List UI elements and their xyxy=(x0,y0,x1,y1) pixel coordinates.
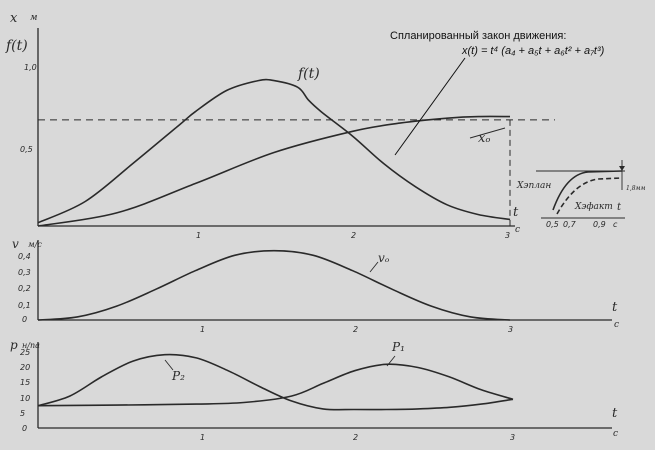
series-p1-leader xyxy=(386,355,396,367)
annotation-pointer xyxy=(394,57,466,156)
y-tick-0: 0 xyxy=(22,424,27,433)
series-v-line xyxy=(37,249,511,321)
series-f-label: f(t) xyxy=(297,66,320,82)
x-tick-3: 3 xyxy=(505,231,510,240)
series-p2-label: P₂ xyxy=(171,369,185,383)
inset-label-actual: Xэфакт xyxy=(574,202,613,212)
series-f-line xyxy=(37,78,511,224)
y-tick-1: 1,0 xyxy=(24,63,37,72)
y-tick-20: 20 xyxy=(20,363,30,372)
inset-tick-09: 0,9 xyxy=(593,220,606,229)
y-tick-03: 0,3 xyxy=(18,268,31,277)
series-v-label: vₒ xyxy=(378,251,390,265)
y-tick-5: 5 xyxy=(20,409,25,418)
y-unit: м xyxy=(30,13,37,23)
series-x-line xyxy=(37,115,511,227)
x-unit: c xyxy=(614,320,619,330)
x-label: t xyxy=(513,205,519,220)
x-tick-1: 1 xyxy=(196,231,201,240)
inset-label-gap: 1,8мм xyxy=(626,185,646,192)
x-tick-1: 1 xyxy=(200,325,205,334)
inset-label-t: t xyxy=(617,202,622,213)
y-tick-0: 0 xyxy=(22,315,27,324)
series-p1-line xyxy=(37,363,514,407)
x-unit: c xyxy=(515,225,520,235)
series-v-leader xyxy=(369,261,379,273)
inset-tick-07: 0,7 xyxy=(563,220,577,229)
series-p2-leader xyxy=(164,359,174,371)
y-tick-15: 15 xyxy=(20,378,30,387)
x-unit: c xyxy=(613,429,618,439)
y-label: x xyxy=(10,11,18,26)
series-x-leader xyxy=(469,127,506,139)
y-unit: м/с xyxy=(28,240,42,249)
y-tick-05: 0,5 xyxy=(20,145,33,154)
x-tick-3: 3 xyxy=(510,433,515,442)
y-tick-04: 0,4 xyxy=(18,252,31,261)
annotation: Спланированный закон движения: x(t) = t⁴… xyxy=(390,30,605,156)
y-label: v xyxy=(12,237,19,251)
x-tick-2: 2 xyxy=(353,433,358,442)
y-label-2: f(t) xyxy=(5,38,28,54)
series-p1-label: P₁ xyxy=(391,340,405,354)
y-tick-01: 0,1 xyxy=(18,301,31,310)
inset-detail: Xэплан Xэфакт t 1,8мм 0,5 0,7 0,9 c xyxy=(516,160,646,229)
velocity-panel: v м/с t c 0 0,1 0,2 0,3 0,4 1 2 3 vₒ xyxy=(12,237,619,334)
y-tick-10: 10 xyxy=(20,394,30,403)
inset-planned-line xyxy=(552,170,623,211)
x-tick-1: 1 xyxy=(200,433,205,442)
series-x-label: xₒ xyxy=(478,131,490,146)
y-tick-25: 25 xyxy=(20,348,30,357)
y-tick-02: 0,2 xyxy=(18,284,31,293)
x-tick-3: 3 xyxy=(508,325,513,334)
y-label: p xyxy=(10,338,18,352)
x-label: t xyxy=(612,300,618,315)
series-p2-line xyxy=(37,353,514,411)
y-unit: н/па xyxy=(22,341,40,350)
inset-gap-arrow xyxy=(619,166,625,171)
inset-tick-unit: c xyxy=(613,220,618,229)
annotation-title: Спланированный закон движения: xyxy=(390,30,566,42)
displacement-panel: x f(t) м t c 1,0 0,5 1 2 3 f(t) xₒ xyxy=(5,11,555,240)
inset-label-planned: Xэплан xyxy=(516,181,551,191)
pressure-panel: p н/па t c 0 5 10 15 20 25 1 2 3 P₁ P₂ xyxy=(10,338,618,442)
annotation-formula: x(t) = t⁴ (a₄ + a₅t + a₆t² + a₇t³) xyxy=(461,45,605,57)
inset-actual-line xyxy=(556,177,623,215)
x-tick-2: 2 xyxy=(351,231,356,240)
x-tick-2: 2 xyxy=(353,325,358,334)
inset-tick-05: 0,5 xyxy=(546,220,559,229)
x-label: t xyxy=(612,406,618,421)
